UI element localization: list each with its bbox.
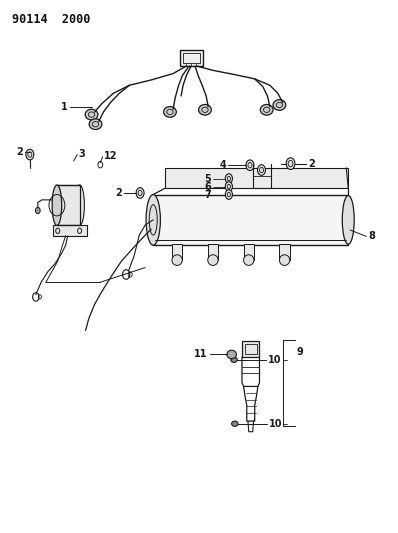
Text: 90114  2000: 90114 2000	[12, 13, 90, 26]
Text: 5: 5	[204, 174, 211, 183]
Text: 12: 12	[103, 151, 117, 160]
Bar	[180, 50, 203, 66]
Text: 2: 2	[308, 159, 315, 168]
Ellipse shape	[273, 100, 286, 110]
Ellipse shape	[232, 421, 238, 426]
Circle shape	[258, 165, 265, 175]
Text: 8: 8	[368, 231, 375, 241]
Text: 10: 10	[269, 419, 282, 429]
Bar	[53, 225, 87, 236]
Text: 3: 3	[78, 149, 85, 158]
Ellipse shape	[52, 185, 62, 225]
Text: 6: 6	[204, 182, 211, 191]
Ellipse shape	[89, 119, 102, 130]
Text: 9: 9	[297, 347, 303, 357]
Text: 10: 10	[268, 355, 281, 365]
Bar	[153, 195, 348, 245]
Ellipse shape	[85, 109, 98, 120]
Ellipse shape	[208, 255, 218, 265]
Ellipse shape	[342, 196, 354, 244]
Text: 1: 1	[61, 102, 68, 111]
Ellipse shape	[164, 107, 176, 117]
Ellipse shape	[199, 104, 211, 115]
Ellipse shape	[244, 255, 254, 265]
Bar	[57, 185, 80, 225]
Text: 2: 2	[16, 147, 23, 157]
Ellipse shape	[172, 255, 182, 265]
Ellipse shape	[231, 357, 237, 362]
Ellipse shape	[75, 185, 84, 225]
Bar	[208, 244, 218, 260]
Bar	[172, 244, 182, 260]
Circle shape	[225, 182, 232, 191]
Ellipse shape	[260, 104, 273, 115]
Bar	[183, 53, 200, 63]
Bar	[244, 244, 254, 260]
Circle shape	[35, 207, 40, 214]
Circle shape	[26, 149, 34, 160]
Text: 11: 11	[194, 350, 208, 359]
Ellipse shape	[146, 195, 160, 245]
Circle shape	[136, 188, 144, 198]
Circle shape	[246, 160, 254, 171]
Bar	[242, 341, 259, 357]
Ellipse shape	[279, 255, 290, 265]
Text: 4: 4	[219, 160, 226, 170]
Ellipse shape	[227, 350, 236, 359]
Circle shape	[225, 174, 232, 183]
Bar	[279, 244, 290, 260]
Bar	[245, 344, 257, 354]
Bar	[165, 168, 348, 188]
Text: 7: 7	[204, 190, 211, 199]
Circle shape	[225, 190, 232, 199]
Text: 2: 2	[115, 188, 122, 198]
Circle shape	[286, 158, 295, 169]
